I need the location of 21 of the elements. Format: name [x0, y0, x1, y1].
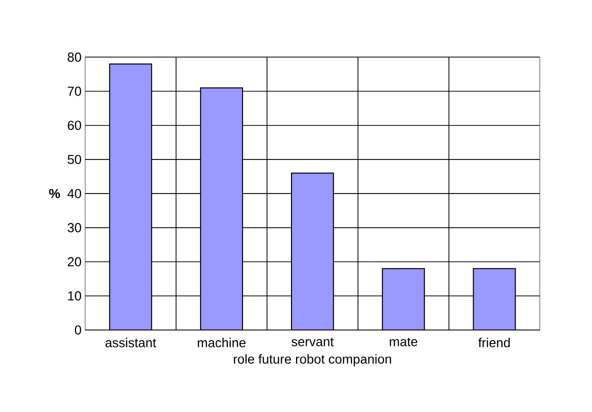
x-axis-title: role future robot companion	[234, 354, 392, 366]
y-tick-label: 40	[67, 188, 82, 198]
y-tick-label: 20	[68, 257, 82, 266]
x-tick-label: mate	[390, 338, 418, 346]
bar	[472, 268, 516, 330]
y-tick-label: 80	[68, 52, 82, 62]
bar	[109, 63, 152, 330]
x-tick-label: servant	[292, 338, 334, 346]
y-tick-label: 30	[68, 223, 82, 232]
bar	[291, 172, 334, 330]
y-tick-label: 0	[74, 325, 82, 335]
x-tick-label: assistant	[106, 338, 156, 348]
bar	[382, 268, 425, 330]
y-tick-label: 50	[68, 154, 82, 164]
x-tick-label: machine	[198, 338, 246, 348]
bar	[200, 87, 244, 330]
y-axis-title: %	[49, 188, 60, 198]
y-tick-label: 70	[68, 86, 82, 96]
y-tick-label: 60	[68, 120, 82, 130]
y-tick-label: 10	[68, 291, 82, 300]
x-tick-label: friend	[478, 338, 510, 348]
